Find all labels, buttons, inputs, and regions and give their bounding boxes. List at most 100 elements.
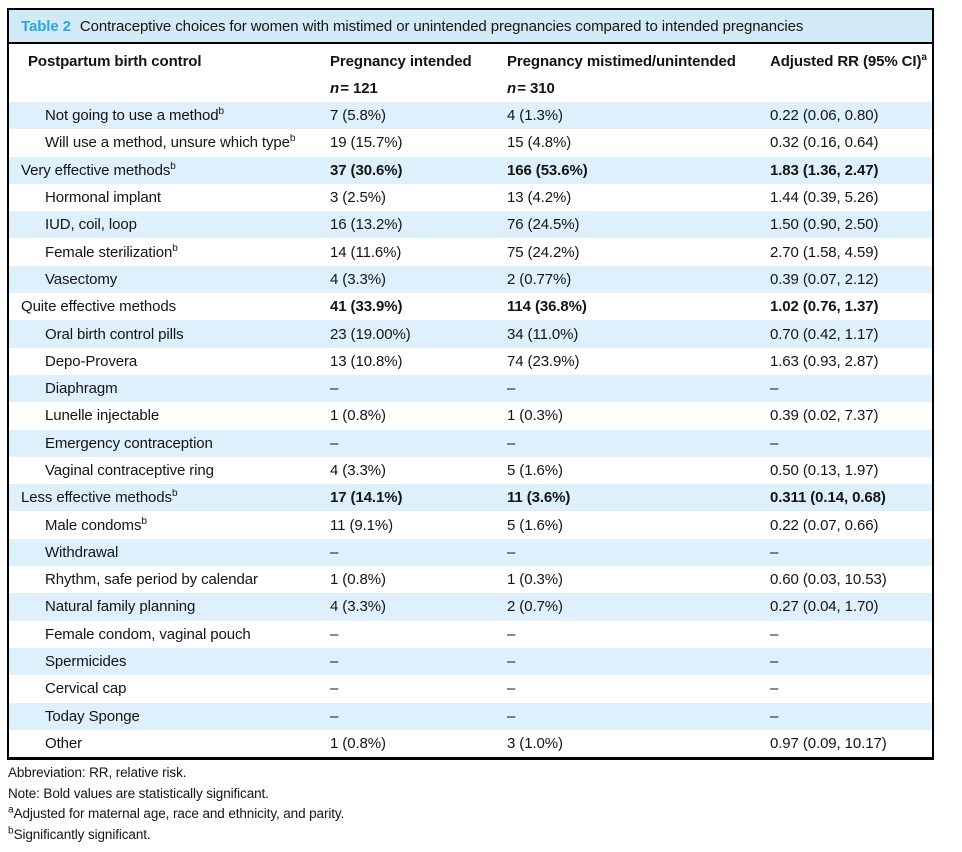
cell-mistimed: 3 (1.0%) bbox=[507, 734, 563, 752]
row-label: IUD, coil, loop bbox=[9, 216, 330, 233]
cell-rr: 0.27 (0.04, 1.70) bbox=[770, 598, 879, 616]
table-row: Spermicides – – – bbox=[9, 647, 932, 676]
row-label-text: Diaphragm bbox=[45, 380, 118, 398]
row-label-text: Cervical cap bbox=[45, 680, 127, 698]
cell-rr: 0.39 (0.02, 7.37) bbox=[770, 407, 879, 425]
table-row: Today Sponge – – – bbox=[9, 702, 932, 730]
cell-mistimed: 11 (3.6%) bbox=[507, 489, 571, 507]
cell-rr: – bbox=[770, 653, 779, 671]
table-caption-text: Contraceptive choices for women with mis… bbox=[79, 18, 804, 35]
column-header-label: Adjusted RR (95% CI)a bbox=[770, 53, 932, 71]
cell-intended: 3 (2.5%) bbox=[330, 189, 386, 207]
cell-intended: 4 (3.3%) bbox=[330, 598, 386, 616]
cell-rr: 0.22 (0.07, 0.66) bbox=[770, 516, 879, 534]
row-label: Vasectomy bbox=[9, 271, 330, 288]
cell-intended: 19 (15.7%) bbox=[330, 134, 403, 152]
table-row: Rhythm, safe period by calendar 1 (0.8%)… bbox=[9, 566, 932, 593]
table-row: Female condom, vaginal pouch – – – bbox=[9, 621, 932, 648]
cell-intended: 11 (9.1%) bbox=[330, 516, 394, 534]
cell-mistimed: 15 (4.8%) bbox=[507, 134, 572, 152]
row-label: Emergency contraception bbox=[9, 435, 330, 452]
cell-mistimed: 4 (1.3%) bbox=[507, 107, 563, 125]
cell-rr: – bbox=[770, 380, 779, 398]
cell-mistimed: – bbox=[507, 625, 516, 643]
cell-intended: – bbox=[330, 653, 339, 671]
table-row: Not going to use a methodb 7 (5.8%) 4 (1… bbox=[9, 102, 932, 130]
row-label-text: Lunelle injectable bbox=[45, 407, 160, 425]
footnote-sup: b bbox=[8, 825, 14, 836]
cell-mistimed: 5 (1.6%) bbox=[507, 516, 563, 534]
cell-mistimed: – bbox=[507, 434, 516, 452]
cell-rr: 1.02 (0.76, 1.37) bbox=[770, 298, 879, 316]
row-label-text: Natural family planning bbox=[45, 598, 196, 616]
row-label: Other bbox=[9, 735, 330, 752]
row-label: Withdrawal bbox=[9, 544, 330, 561]
cell-intended: 16 (13.2%) bbox=[330, 216, 403, 234]
row-label: Female sterilizationb bbox=[9, 244, 330, 261]
row-label: Quite effective methods bbox=[9, 298, 330, 315]
cell-mistimed: – bbox=[507, 653, 516, 671]
cell-rr: 2.70 (1.58, 4.59) bbox=[770, 243, 879, 261]
table-row: Emergency contraception – – – bbox=[9, 429, 932, 457]
row-label: Male condomsb bbox=[9, 517, 330, 534]
cell-mistimed: – bbox=[507, 380, 516, 398]
row-label-text: Other bbox=[45, 734, 83, 752]
table-2: Table 2 Contraceptive choices for women w… bbox=[7, 8, 934, 761]
cell-intended: – bbox=[330, 625, 339, 643]
footnote-text: Note: Bold values are statistically sign… bbox=[8, 785, 269, 801]
cell-intended: 1 (0.8%) bbox=[330, 571, 386, 589]
row-label-text: Spermicides bbox=[45, 653, 127, 671]
table-header-row: Postpartum birth control Pregnancy inten… bbox=[9, 44, 932, 102]
table-row: Hormonal implant 3 (2.5%) 13 (4.2%) 1.44… bbox=[9, 184, 932, 211]
row-label: Spermicides bbox=[9, 653, 330, 670]
row-label: Depo-Provera bbox=[9, 353, 330, 370]
row-label-text: Less effective methods bbox=[21, 489, 172, 507]
row-label-sup: b bbox=[218, 107, 225, 118]
table-row: Diaphragm – – – bbox=[9, 374, 932, 403]
cell-rr: 0.32 (0.16, 0.64) bbox=[770, 134, 879, 152]
footnote-text: Abbreviation: RR, relative risk. bbox=[8, 765, 187, 780]
table-row: Cervical cap – – – bbox=[9, 675, 932, 702]
cell-intended: 23 (19.00%) bbox=[330, 325, 411, 343]
cell-intended: – bbox=[330, 380, 339, 398]
column-header-superscript: a bbox=[921, 52, 927, 63]
table-row: Depo-Provera 13 (10.8%) 74 (23.9%) 1.63 … bbox=[9, 348, 932, 375]
row-label: Today Sponge bbox=[9, 708, 330, 725]
row-label-text: Female sterilization bbox=[45, 243, 173, 261]
row-label-text: IUD, coil, loop bbox=[45, 216, 137, 234]
cell-rr: 1.50 (0.90, 2.50) bbox=[770, 216, 879, 234]
row-label: Lunelle injectable bbox=[9, 407, 330, 424]
cell-intended: – bbox=[330, 543, 339, 561]
footnotes: Abbreviation: RR, relative risk. Note: Bo… bbox=[8, 763, 928, 845]
column-header-adjusted-rr: Adjusted RR (95% CI)a bbox=[770, 53, 932, 71]
table-label: Table 2 bbox=[21, 18, 71, 35]
cell-rr: 1.44 (0.39, 5.26) bbox=[770, 189, 879, 207]
cell-mistimed: 1 (0.3%) bbox=[507, 571, 563, 589]
row-label-text: Vaginal contraceptive ring bbox=[45, 462, 214, 479]
cell-mistimed: – bbox=[507, 680, 516, 698]
cell-mistimed: – bbox=[507, 543, 516, 561]
row-label-text: Emergency contraception bbox=[45, 434, 213, 452]
n-value: = 310 bbox=[517, 80, 555, 97]
cell-intended: 14 (11.6%) bbox=[330, 243, 402, 261]
row-label-text: Not going to use a method bbox=[45, 107, 219, 125]
row-label: Will use a method, unsure which typeb bbox=[9, 134, 330, 151]
cell-rr: 0.50 (0.13, 1.97) bbox=[770, 462, 879, 479]
row-label-sup: b bbox=[171, 489, 178, 500]
cell-intended: 1 (0.8%) bbox=[330, 734, 386, 752]
cell-rr: 0.70 (0.42, 1.17) bbox=[770, 325, 879, 343]
row-label-text: Very effective methods bbox=[21, 161, 171, 179]
cell-rr: – bbox=[770, 543, 779, 561]
cell-rr: – bbox=[770, 680, 779, 698]
footnote-line: Abbreviation: RR, relative risk. bbox=[8, 763, 928, 784]
cell-intended: 4 (3.3%) bbox=[330, 462, 386, 479]
table-row: Male condomsb 11 (9.1%) 5 (1.6%) 0.22 (0… bbox=[9, 511, 932, 538]
table-row: Other 1 (0.8%) 3 (1.0%) 0.97 (0.09, 10.1… bbox=[9, 730, 932, 757]
cell-mistimed: 166 (53.6%) bbox=[507, 161, 588, 179]
cell-rr: 0.311 (0.14, 0.68) bbox=[770, 489, 886, 507]
column-header-label: Postpartum birth control bbox=[28, 53, 202, 70]
row-label: Diaphragm bbox=[9, 380, 330, 397]
cell-rr: – bbox=[770, 707, 779, 725]
cell-mistimed: 1 (0.3%) bbox=[507, 407, 563, 425]
cell-intended: 4 (3.3%) bbox=[330, 270, 386, 288]
